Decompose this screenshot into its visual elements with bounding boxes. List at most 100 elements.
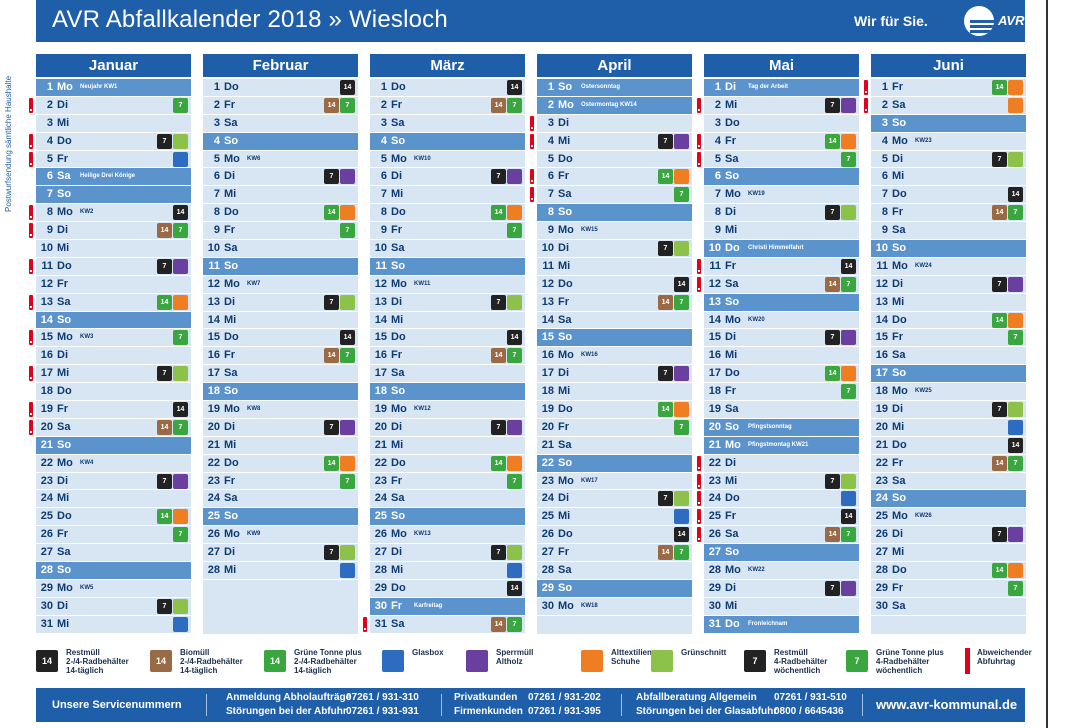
day-row: 7 Mo KW19: [704, 186, 859, 205]
day-number: 18: [40, 385, 53, 398]
weekday: Mo: [892, 385, 908, 398]
weekday: Do: [57, 510, 72, 523]
day-row: 22 Do 14: [203, 455, 358, 473]
biomuell-icon: 14: [825, 527, 840, 543]
day-number: 9: [714, 224, 721, 237]
restmuell-7-icon: 7: [491, 419, 506, 435]
glasbox-icon: [173, 616, 188, 632]
day-number: 25: [875, 510, 888, 523]
weekday: Sa: [725, 277, 739, 290]
weekday: Mi: [57, 492, 70, 505]
glasbox-icon: [382, 650, 404, 672]
weekday: Mi: [391, 564, 404, 577]
day-row: 31 Mi: [36, 616, 191, 634]
day-row: 9 Di 14 7: [29, 222, 191, 241]
gruene-tonne-7-icon: 7: [674, 419, 689, 435]
legend-line: wöchentlich: [774, 666, 821, 675]
pickup-icons: 7: [340, 473, 355, 489]
day-number: 23: [708, 474, 721, 487]
day-row: 27 So: [704, 544, 859, 563]
weekday: Mi: [892, 420, 905, 433]
gruenschnitt-icon: [674, 491, 689, 507]
footer-website-link[interactable]: www.avr-kommunal.de: [876, 697, 1018, 712]
day-number: 15: [374, 331, 387, 344]
day-number: 10: [541, 242, 554, 255]
day-row: 16 Mi: [704, 347, 859, 366]
day-note: Karfreitag: [414, 602, 443, 609]
legend-line: Altholz: [496, 657, 523, 666]
day-number: 15: [541, 331, 554, 344]
day-row: 7 Do 14: [871, 186, 1026, 205]
weekday: Mo: [558, 98, 574, 111]
weekday: Fr: [558, 295, 569, 308]
legend-line: Grüne Tonne plus: [876, 648, 944, 657]
sperrmuell-icon: [507, 169, 522, 185]
weekday: Mo: [224, 277, 240, 290]
month-days: 1 Di Tag der Arbeit 2 Mi 7 3 Do 4 Fr 14 5 Sa 7 6 So 7 Mo K…: [697, 79, 859, 634]
weekday: Di: [224, 420, 235, 433]
day-number: 8: [380, 206, 387, 219]
day-row: 24 Di 7: [537, 490, 692, 509]
gruenschnitt-icon: [507, 545, 522, 561]
day-number: 30: [708, 599, 721, 612]
legend-item: Sperrmüll Altholz: [466, 648, 576, 682]
pickup-icons: 14: [507, 580, 522, 596]
restmuell-7-icon: 7: [825, 473, 840, 489]
biomuell-icon: 14: [150, 650, 172, 672]
restmuell-14-icon: 14: [36, 650, 58, 672]
pickup-icons: 14: [992, 312, 1023, 328]
weekday: Do: [224, 206, 239, 219]
day-number: 16: [374, 349, 387, 362]
weekday: Mi: [57, 617, 70, 630]
day-row: 7 Mi: [203, 186, 358, 205]
pickup-icons: 7: [324, 294, 355, 310]
day-row: 16 Sa: [871, 347, 1026, 366]
pickup-icons: 7: [340, 223, 355, 239]
day-row: 18 So: [370, 383, 525, 402]
day-number: 22: [374, 456, 387, 469]
pickup-icons: 14 7: [992, 205, 1023, 221]
day-row: 29 Do 14: [370, 580, 525, 598]
day-note: Tag der Arbeit: [748, 84, 789, 90]
alert-icon: [697, 491, 701, 507]
day-row: 12 Do 14: [537, 276, 692, 294]
biomuell-icon: 14: [157, 223, 172, 239]
month-days: 1 Mo Neujahr KW1 2 Di 7 3 Mi 4 Do 7 5 Fr 6 Sa Heilige D…: [29, 79, 191, 634]
month-filler: [871, 615, 1026, 634]
pickup-icons: 14 7: [324, 97, 355, 113]
weekday: Mi: [57, 367, 70, 380]
pickup-icons: 7: [658, 491, 689, 507]
gruene-tonne-14-icon: 14: [324, 205, 339, 221]
gruene-tonne-14-icon: 14: [825, 133, 840, 149]
day-row: 5 Mo KW6: [203, 151, 358, 169]
gruene-tonne-7-icon: 7: [173, 527, 188, 543]
day-number: 7: [46, 188, 53, 201]
day-row: 20 Sa 14 7: [29, 419, 191, 437]
day-note: KW19: [748, 191, 765, 198]
day-number: 18: [708, 385, 721, 398]
alttextilien-icon: [581, 650, 603, 672]
weekday: Di: [391, 546, 402, 559]
weekday: Fr: [391, 474, 402, 487]
pickup-icons: 7: [324, 419, 355, 435]
weekday: Sa: [57, 546, 71, 559]
legend-item: 14 Grüne Tonne plus 2-/4-Radbehälter 14-täg…: [264, 648, 374, 682]
weekday: Do: [391, 456, 406, 469]
day-row: 14 Mi: [203, 312, 358, 330]
legend-line: Grüne Tonne plus: [294, 648, 362, 657]
biomuell-icon: 14: [157, 419, 172, 435]
weekday: Fr: [391, 224, 402, 237]
day-number: 3: [714, 116, 721, 129]
pickup-icons: 7: [324, 545, 355, 561]
legend-line: Schuhe: [611, 657, 640, 666]
day-row: 22 Do 14: [370, 455, 525, 473]
weekday: Sa: [725, 528, 739, 541]
weekday: Sa: [224, 242, 238, 255]
weekday: Fr: [558, 546, 569, 559]
day-note: KW17: [581, 477, 598, 484]
day-number: 15: [40, 331, 53, 344]
weekday: So: [57, 438, 72, 451]
weekday: So: [224, 134, 239, 147]
day-row: 5 Do: [537, 151, 692, 169]
day-number: 14: [708, 313, 721, 326]
